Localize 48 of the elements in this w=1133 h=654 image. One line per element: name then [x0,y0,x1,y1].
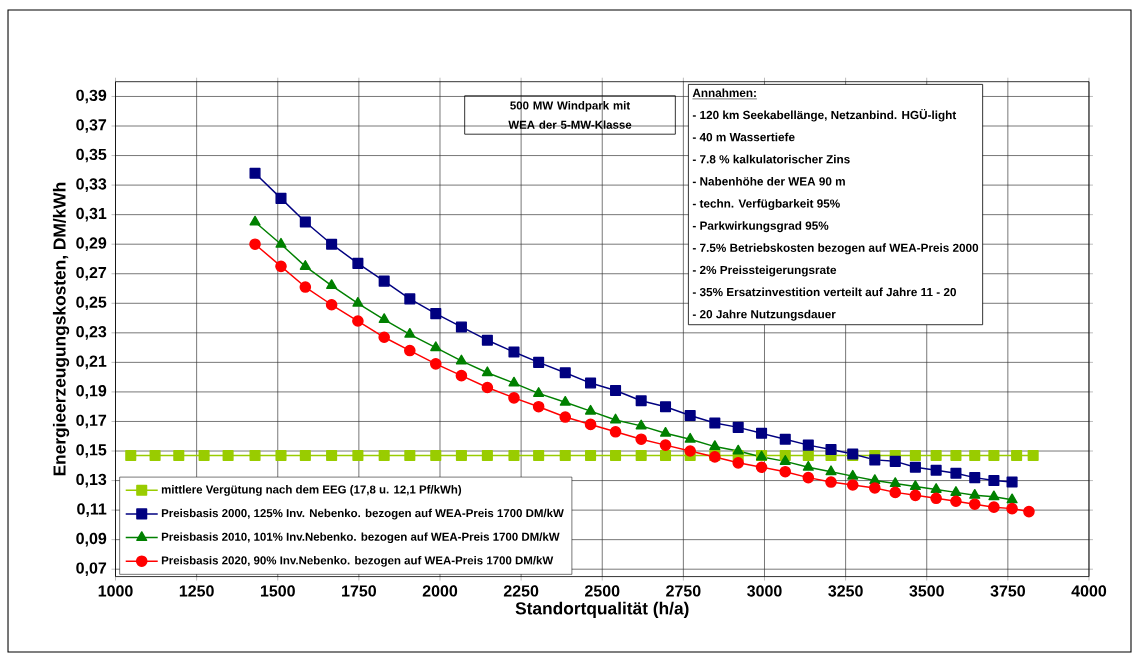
y-tick-label: 0,07 [76,562,107,577]
annotation: - Nabenhöhe der WEA 90 m [692,176,845,186]
x-tick-label: 1750 [342,585,376,597]
y-tick-label: 0,39 [76,89,107,104]
annotation: Annahmen: [692,88,756,97]
annotation: - 20 Jahre Nutzungsdauer [692,309,836,321]
y-axis-title: Energieerzeugungskosten, DM/kWh [52,182,70,476]
x-tick-label: 1500 [260,585,295,597]
x-tick-label: 2250 [503,585,539,597]
annotation: - techn. Verfügbarkeit 95% [692,199,840,211]
legend-label: mittlere Vergütung nach dem EEG (17,8 u. 12,1 Pf/kWh) [161,485,462,496]
x-tick-label: 2500 [585,585,620,597]
x-tick-label: 3500 [909,585,944,597]
annotation: - 7.5% Betriebskosten bezogen auf WEA-Preis 2000 [692,243,979,255]
y-tick-label: 0,27 [76,266,107,281]
y-tick-label: 0,37 [76,119,107,133]
x-tick-label: 3250 [828,585,863,597]
legend-label: Preisbasis 2020, 90% Inv.Nebenko. bezogen auf WEA-Preis 1700 DM/kW [161,556,554,567]
x-tick-label: 1000 [98,585,133,597]
y-tick-label: 0,33 [76,178,107,192]
annotation: - 2% Preissteigerungsrate [692,265,837,277]
y-tick-label: 0,31 [76,207,107,222]
x-tick-label: 1250 [179,585,214,597]
y-tick-label: 0,15 [76,444,107,458]
x-tick-label: 3750 [990,585,1025,597]
annotation: 500 MW Windpark mit WEA der 5-MW-Klasse [508,101,632,129]
annotation: - Parkwirkungsgrad 95% [692,221,829,233]
y-tick-label: 0,09 [76,532,107,547]
x-tick-label: 4000 [1071,585,1107,597]
x-tick-label: 2750 [666,585,701,597]
x-axis-title: Standortqualität (h/a) [515,601,689,618]
legend-label: Preisbasis 2010, 101% Inv.Nebenko. bezogen auf WEA-Preis 1700 DM/kW [161,532,560,544]
annotation: - 120 km Seekabellänge, Netzanbind. HGÜ-light [692,109,957,122]
annotation: - 40 m Wassertiefe [692,132,795,142]
y-tick-label: 0,21 [76,355,107,370]
y-tick-label: 0,35 [76,148,107,163]
legend-label: Preisbasis 2000, 125% Inv. Nebenko. bezogen auf WEA-Preis 1700 DM/kW [161,508,564,520]
y-tick-label: 0,17 [76,414,107,429]
y-tick-label: 0,23 [76,326,107,340]
annotation: - 7.8 % kalkulatorischer Zins [692,154,850,164]
x-tick-label: 3000 [747,585,782,597]
annotation: - 35% Ersatzinvestition verteilt auf Jahre 11 - 20 [692,287,956,297]
y-tick-label: 0,13 [76,473,107,488]
y-tick-label: 0,25 [76,296,107,311]
x-tick-label: 2000 [422,585,458,597]
y-tick-label: 0,29 [76,237,107,252]
y-tick-label: 0,11 [77,503,107,517]
y-tick-label: 0,19 [76,385,107,399]
